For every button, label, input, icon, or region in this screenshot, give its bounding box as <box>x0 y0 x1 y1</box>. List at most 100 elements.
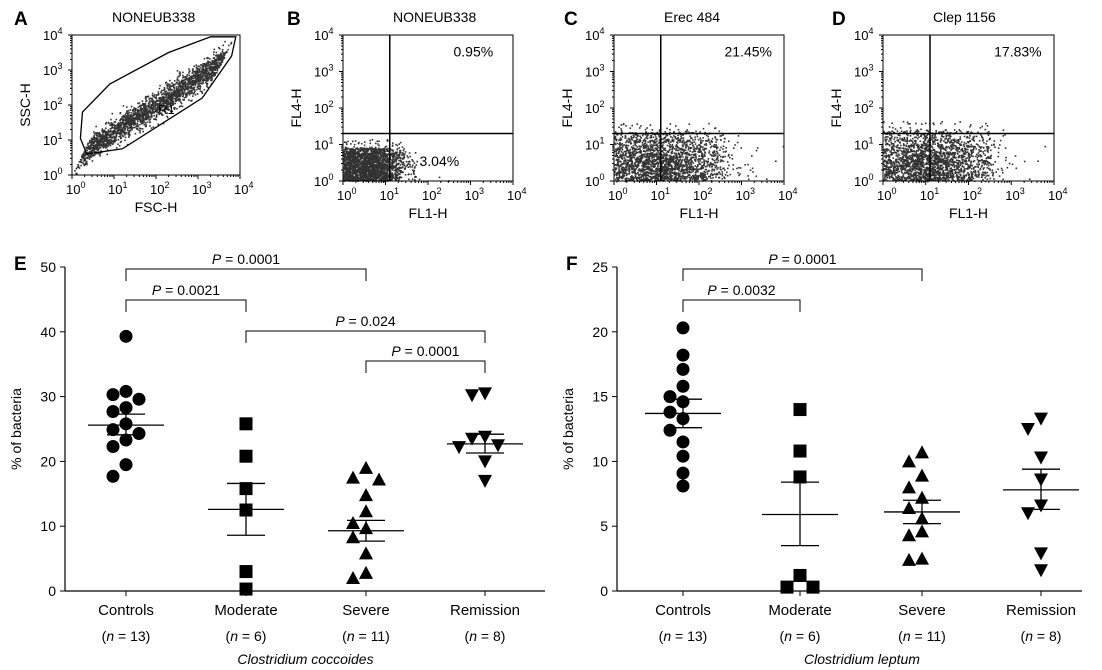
event-dot <box>399 151 402 154</box>
panel-letter-b: B <box>287 9 301 30</box>
event-dot <box>196 75 198 77</box>
event-dot <box>90 144 93 147</box>
event-dot <box>183 79 186 81</box>
event-dot <box>128 136 130 138</box>
event-dot <box>161 102 164 105</box>
event-dot <box>189 78 191 81</box>
event-dot <box>126 131 128 134</box>
event-dot <box>128 111 131 114</box>
event-dot <box>190 78 192 80</box>
event-dot <box>174 98 177 100</box>
event-dot <box>397 177 399 179</box>
tick-base: 10 <box>380 188 394 203</box>
event-dot <box>92 154 95 156</box>
event-dot <box>407 166 409 168</box>
event-dot <box>115 124 118 127</box>
event-dot <box>121 118 123 120</box>
event-dot <box>157 110 159 112</box>
event-dot <box>173 92 175 94</box>
event-dot <box>122 127 124 130</box>
event-dot <box>138 118 140 121</box>
event-dot <box>392 167 395 169</box>
event-dot <box>699 160 701 162</box>
event-dot <box>386 148 389 151</box>
event-dot <box>380 159 382 161</box>
event-dot <box>357 176 359 178</box>
event-dot <box>222 59 224 61</box>
event-dot <box>162 114 164 116</box>
event-dot <box>362 174 365 177</box>
event-dot <box>364 158 366 160</box>
event-dot <box>686 168 689 170</box>
event-dot <box>372 169 375 171</box>
tick-base: 10 <box>422 188 436 203</box>
event-dot <box>145 112 148 115</box>
event-dot <box>149 121 151 123</box>
event-dot <box>127 117 130 120</box>
event-dot <box>163 87 166 89</box>
event-dot <box>396 148 399 151</box>
event-dot <box>715 146 718 148</box>
event-dot <box>676 138 678 140</box>
event-dot <box>373 168 375 170</box>
event-dot <box>182 88 185 91</box>
event-dot <box>398 147 400 149</box>
event-dot <box>143 118 146 121</box>
event-dot <box>349 176 352 178</box>
event-dot <box>186 74 188 76</box>
event-dot <box>167 109 170 111</box>
event-dot <box>85 147 88 150</box>
event-dot <box>100 150 102 152</box>
event-dot <box>129 115 132 118</box>
event-dot <box>175 96 177 98</box>
event-dot <box>369 171 372 173</box>
event-dot <box>115 139 118 141</box>
event-dot <box>355 160 358 163</box>
event-dot <box>398 166 401 169</box>
event-dot <box>405 160 408 163</box>
event-dot <box>350 171 353 174</box>
event-dot <box>408 152 411 154</box>
event-dot <box>381 163 383 165</box>
event-dot <box>215 62 218 64</box>
event-dot <box>375 172 378 174</box>
event-dot <box>147 113 149 115</box>
event-dot <box>356 178 358 180</box>
event-dot <box>189 86 192 88</box>
event-dot <box>98 132 101 135</box>
event-dot <box>369 146 371 149</box>
event-dot <box>348 153 351 156</box>
event-dot <box>381 170 384 173</box>
event-dot <box>84 152 87 155</box>
event-dot <box>132 112 135 115</box>
event-dot <box>109 140 111 143</box>
event-dot <box>384 146 387 148</box>
event-dot <box>195 73 197 75</box>
event-dot <box>178 84 181 86</box>
event-dot <box>366 163 369 165</box>
event-dot <box>368 157 371 159</box>
event-dot <box>132 116 134 119</box>
event-dot <box>114 137 117 139</box>
event-dot <box>89 154 92 156</box>
event-dot <box>205 69 208 72</box>
event-dot <box>348 155 350 157</box>
event-dot <box>91 147 93 149</box>
event-dot <box>193 71 196 73</box>
event-dot <box>656 145 659 148</box>
event-dot <box>362 167 365 170</box>
event-dot <box>347 162 350 164</box>
event-dot <box>138 102 141 104</box>
event-dot <box>145 118 147 121</box>
tick-exponent: 1 <box>328 136 333 146</box>
event-dot <box>178 98 181 100</box>
event-dot <box>213 61 216 64</box>
event-dot <box>382 179 385 181</box>
event-dot <box>361 177 363 179</box>
event-dot <box>120 136 122 138</box>
event-dot <box>174 93 177 96</box>
event-dot <box>394 158 396 160</box>
event-dot <box>354 153 356 156</box>
event-dot <box>387 159 390 162</box>
event-dot <box>127 123 130 126</box>
